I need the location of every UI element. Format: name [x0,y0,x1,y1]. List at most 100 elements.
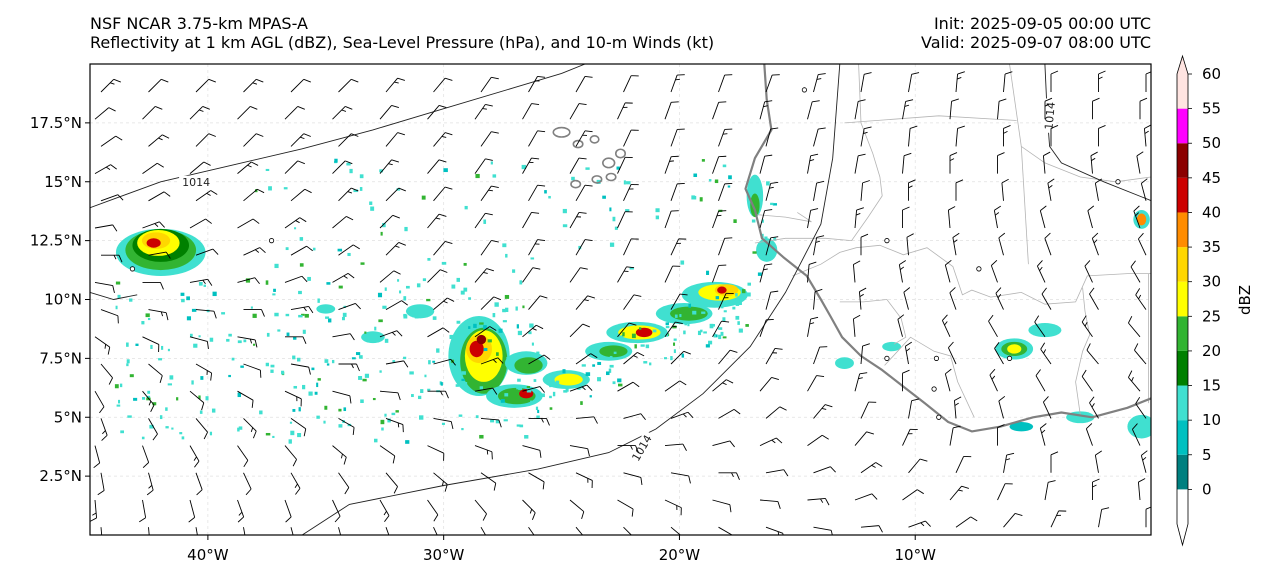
barb-flag [492,387,498,395]
reflectivity-speck [732,306,736,310]
wind-barb [575,130,593,147]
reflectivity-speck [530,400,533,404]
reflectivity-speck [325,316,330,319]
wind-barb [290,527,297,535]
barb-staff [148,134,163,147]
reflectivity-speck [609,355,613,359]
wind-barb [1003,124,1011,147]
barb-flag [1041,287,1047,295]
barb-staff [94,281,113,286]
wind-barb [1042,396,1052,419]
barb-flag [948,341,954,348]
barb-staff [765,348,776,365]
barb-staff [813,466,831,474]
wind-barb [332,216,354,229]
barb-staff [813,291,816,310]
wind-barb [1035,369,1046,392]
barb-staff [1042,155,1046,174]
barb-staff [433,527,442,535]
wind-barb [528,472,545,490]
barb-staff [195,363,212,374]
barb-staff [1135,403,1147,419]
barb-staff [528,472,545,483]
wind-barb [338,363,360,372]
barb-flag [162,134,170,139]
wind-barb [852,314,861,337]
reflectivity-speck [159,415,163,420]
barb-flag [998,98,1007,102]
lon-tick: 10°W [895,535,936,564]
reflectivity-speck [494,302,499,307]
barb-half-flag [206,370,208,375]
reflectivity-speck [436,348,440,353]
wind-barb [807,375,825,392]
reflectivity-speck [420,389,424,393]
reflectivity-speck [358,376,363,380]
reflectivity-speck [334,158,338,163]
reflectivity-speck [342,312,347,317]
barb-flag [143,545,150,549]
barb-flag [631,75,639,77]
colorbar-tick-label: 5 [1202,446,1212,464]
barb-staff [902,101,907,120]
barb-half-flag [484,538,488,542]
wind-barb [195,78,216,93]
reflectivity-speck [605,371,610,376]
reflectivity-speck [141,321,145,325]
wind-barb [433,527,442,535]
barb-staff [718,349,731,365]
reflectivity-speck [116,404,121,407]
lat-tick: 2.5°N [39,467,90,485]
barb-flag [1035,369,1041,376]
barb-staff [1034,321,1046,338]
barb-flag [871,493,878,500]
barb-staff [664,499,682,509]
wind-barb [338,472,350,495]
barb-half-flag [294,483,298,489]
wind-barb [237,390,254,408]
barb-half-flag [1039,266,1043,271]
reflectivity-speck [519,424,524,428]
barb-flag [1003,124,1011,129]
reflectivity-speck [504,393,509,397]
reflectivity-speck [372,397,376,401]
barb-flag [897,314,905,320]
barb-half-flag [623,270,629,272]
reflectivity-cell [316,304,336,314]
barb-flag [532,267,541,270]
barb-staff [944,373,951,392]
reflectivity-speck [720,331,724,336]
reflectivity-speck [621,335,624,339]
wind-barb [664,210,679,229]
wind-barb [93,445,101,469]
barb-staff [94,224,113,229]
barb-staff [243,247,261,256]
reflectivity-speck [379,169,383,173]
axis-ticks: 2.5°N5°N7.5°N10°N12.5°N15°N17.5°N40°W 30°… [30,114,936,564]
wind-barbs [90,70,1151,549]
barb-flag [731,536,737,544]
wind-barb [1098,507,1110,528]
barb-flag [729,440,735,448]
barb-flag [158,344,160,353]
barb-flag [994,205,1001,211]
reflectivity-speck [237,392,242,398]
barb-flag [112,224,118,232]
barb-flag [539,386,545,393]
wind-barb [1131,423,1141,446]
wind-barb [1092,97,1100,120]
barb-staff [575,416,594,419]
wind-barb [949,425,961,446]
wind-barb [195,309,217,319]
wind-barb [813,404,833,419]
lat-tick: 10°N [44,291,90,309]
wind-barb [1050,510,1067,528]
barb-flag [537,239,546,241]
reflectivity-speck [243,339,247,343]
reflectivity-speck [625,209,630,212]
barb-half-flag [247,164,252,168]
barb-half-flag [343,275,348,279]
wind-barb [284,275,308,283]
barb-flag [818,73,826,76]
reflectivity-speck [541,393,545,398]
